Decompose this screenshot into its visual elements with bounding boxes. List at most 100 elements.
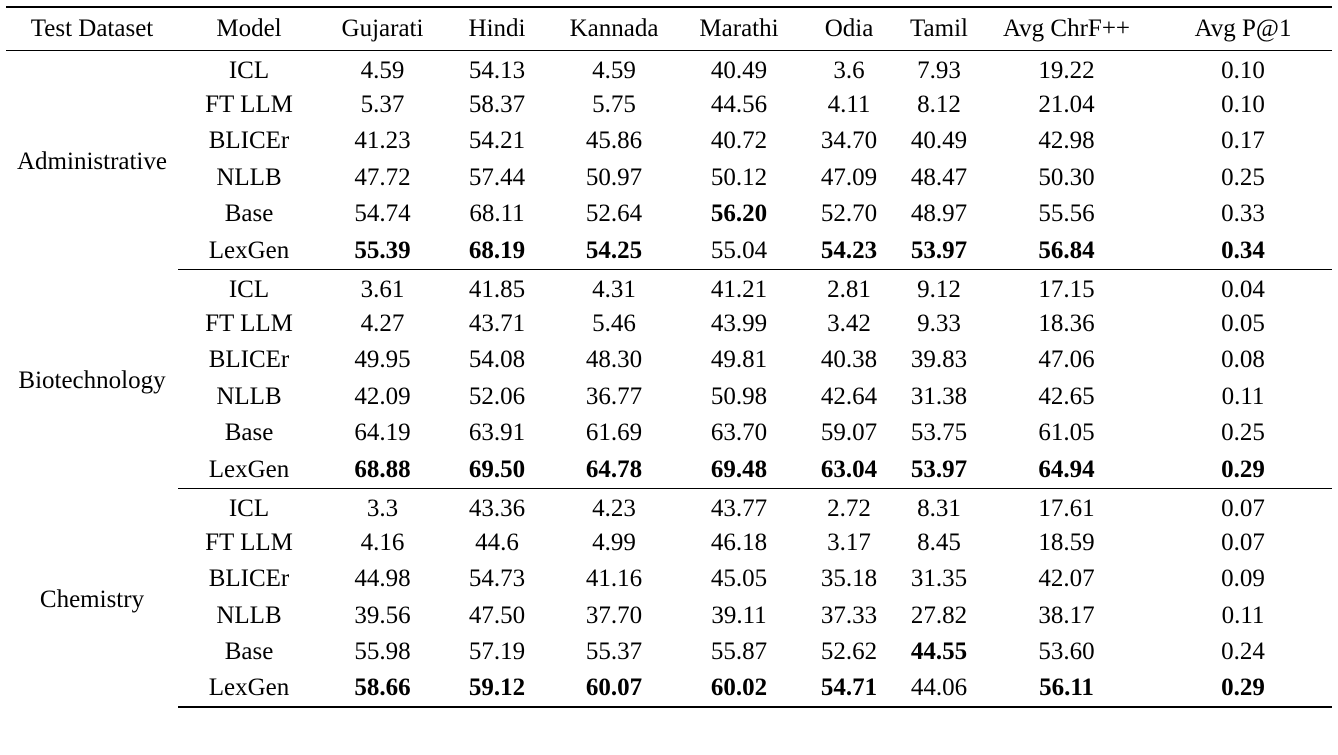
score-cell-odia: 35.18 — [820, 565, 878, 593]
score-cell-tamil: 31.35 — [910, 565, 968, 593]
score-cell-avg-p1: 0.34 — [1154, 232, 1332, 270]
score-cell-hindi: 63.91 — [468, 419, 526, 447]
score-cell-gujarati: 64.19 — [354, 419, 411, 447]
table-row: Base 54.74 68.11 52.64 56.20 52.70 48.97 55.56 0… — [6, 196, 1332, 233]
model-name-cell: FT LLM — [205, 90, 293, 118]
score-cell-marathi: 69.48 — [679, 451, 799, 489]
score-cell-gujarati: 55.39 — [320, 232, 445, 270]
model-name-cell: FT LLM — [205, 309, 293, 337]
score-cell-hindi: 47.50 — [468, 601, 526, 629]
score-cell-marathi: 63.70 — [710, 419, 768, 447]
score-cell-kannada: 37.70 — [585, 601, 643, 629]
score-cell-odia: 52.62 — [820, 638, 878, 666]
model-name-cell: NLLB — [216, 163, 282, 191]
score-cell-kannada: 5.46 — [592, 309, 636, 337]
score-cell-odia: 34.70 — [820, 127, 878, 155]
dataset-group: Biotechnology ICL 3.61 41.85 4.31 41.21 2.81 9.… — [6, 269, 1332, 489]
table-row: FT LLM 4.16 44.6 4.99 46.18 3.17 8.45 18.59 0.07 — [6, 525, 1332, 562]
score-cell-kannada: 50.97 — [585, 163, 643, 191]
score-cell-avg-chrf: 50.30 — [1038, 163, 1095, 191]
model-name-cell: Base — [224, 419, 274, 447]
score-cell-odia: 47.09 — [820, 163, 878, 191]
score-cell-marathi: 46.18 — [710, 528, 768, 556]
header-test-dataset: Test Dataset — [6, 6, 178, 51]
table-row: Biotechnology ICL 3.61 41.85 4.31 41.21 2.81 9.… — [6, 269, 1332, 394]
header-model: Model — [178, 6, 320, 51]
score-cell-avg-chrf: 64.94 — [979, 451, 1154, 489]
score-cell-marathi: 50.98 — [710, 382, 768, 410]
table-row: BLICEr 41.23 54.21 45.86 40.72 34.70 40.49 42.9… — [6, 123, 1332, 160]
score-cell-gujarati: 3.3 — [366, 494, 399, 522]
score-cell-tamil: 44.55 — [910, 638, 968, 666]
score-cell-avg-p1: 0.05 — [1221, 309, 1265, 337]
score-cell-avg-chrf: 42.65 — [1038, 382, 1095, 410]
score-cell-marathi: 39.11 — [711, 601, 767, 629]
model-name-cell: LexGen — [178, 232, 320, 270]
score-cell-kannada: 52.64 — [585, 200, 643, 228]
table-header: Test Dataset Model Gujarati Hindi Kannad… — [6, 6, 1332, 51]
score-cell-gujarati: 4.27 — [360, 309, 405, 337]
score-cell-avg-p1: 0.08 — [1221, 346, 1265, 374]
table-row: NLLB 42.09 52.06 36.77 50.98 42.64 31.38 42.65 0… — [6, 379, 1332, 416]
score-cell-avg-chrf: 56.11 — [979, 670, 1154, 708]
score-cell-gujarati: 3.61 — [360, 275, 405, 303]
score-cell-kannada: 4.23 — [592, 494, 636, 522]
score-cell-kannada: 60.07 — [549, 670, 679, 708]
score-cell-tamil: 8.12 — [917, 90, 961, 118]
dataset-name-cell: Biotechnology — [18, 366, 166, 394]
score-cell-marathi: 40.49 — [710, 56, 768, 84]
score-cell-hindi: 54.13 — [468, 56, 526, 84]
score-cell-avg-p1: 0.11 — [1221, 601, 1265, 629]
score-cell-avg-p1: 0.11 — [1221, 382, 1265, 410]
score-cell-kannada: 41.16 — [585, 565, 643, 593]
score-cell-odia: 52.70 — [820, 200, 878, 228]
score-cell-gujarati: 4.59 — [360, 56, 405, 84]
table-row: NLLB 47.72 57.44 50.97 50.12 47.09 48.47 50.30 0… — [6, 160, 1332, 197]
score-cell-kannada: 5.75 — [592, 90, 636, 118]
table-row: Base 55.98 57.19 55.37 55.87 52.62 44.55 53.60 0… — [6, 634, 1332, 671]
score-cell-gujarati: 58.66 — [320, 670, 445, 708]
score-cell-tamil: 48.97 — [910, 200, 968, 228]
score-cell-avg-p1: 0.24 — [1221, 638, 1265, 666]
score-cell-kannada: 36.77 — [585, 382, 643, 410]
score-cell-gujarati: 42.09 — [354, 382, 411, 410]
score-cell-tamil: 31.38 — [910, 382, 968, 410]
score-cell-odia: 40.38 — [820, 346, 878, 374]
score-cell-hindi: 54.21 — [468, 127, 526, 155]
score-cell-avg-chrf: 55.56 — [1038, 200, 1095, 228]
score-cell-avg-p1: 0.33 — [1221, 200, 1265, 228]
score-cell-tamil: 9.33 — [917, 309, 961, 337]
score-cell-kannada: 4.99 — [592, 528, 636, 556]
table-row: LexGen 68.88 69.50 64.78 69.48 63.04 53.97 64.9… — [6, 451, 1332, 489]
score-cell-avg-p1: 0.07 — [1221, 528, 1265, 556]
score-cell-avg-chrf: 17.15 — [1038, 275, 1095, 303]
score-cell-marathi: 43.99 — [710, 309, 768, 337]
model-name-cell: LexGen — [178, 670, 320, 708]
score-cell-hindi: 68.11 — [469, 200, 525, 228]
model-name-cell: LexGen — [178, 451, 320, 489]
table-row: FT LLM 5.37 58.37 5.75 44.56 4.11 8.12 21.04 0.1… — [6, 87, 1332, 124]
score-cell-hindi: 43.36 — [468, 494, 526, 522]
score-cell-marathi: 44.56 — [710, 90, 768, 118]
model-name-cell: ICL — [228, 494, 270, 522]
score-cell-tamil: 48.47 — [910, 163, 968, 191]
score-cell-gujarati: 54.74 — [354, 200, 411, 228]
score-cell-marathi: 55.87 — [710, 638, 768, 666]
score-cell-tamil: 27.82 — [910, 601, 968, 629]
score-cell-avg-chrf: 47.06 — [1038, 346, 1095, 374]
score-cell-hindi: 41.85 — [468, 275, 526, 303]
score-cell-gujarati: 41.23 — [354, 127, 411, 155]
score-cell-hindi: 58.37 — [468, 90, 526, 118]
score-cell-avg-chrf: 18.59 — [1038, 528, 1095, 556]
score-cell-hindi: 44.6 — [475, 528, 519, 556]
score-cell-avg-p1: 0.07 — [1221, 494, 1265, 522]
table-row: LexGen 55.39 68.19 54.25 55.04 54.23 53.97 56.8… — [6, 232, 1332, 270]
score-cell-hindi: 68.19 — [445, 232, 549, 270]
score-cell-hindi: 54.08 — [468, 346, 526, 374]
header-odia: Odia — [799, 6, 899, 51]
score-cell-avg-chrf: 18.36 — [1038, 309, 1095, 337]
table-row: Base 64.19 63.91 61.69 63.70 59.07 53.75 61.05 0… — [6, 415, 1332, 452]
results-table: Test Dataset Model Gujarati Hindi Kannad… — [6, 6, 1332, 708]
score-cell-gujarati: 47.72 — [354, 163, 411, 191]
score-cell-odia: 42.64 — [820, 382, 878, 410]
